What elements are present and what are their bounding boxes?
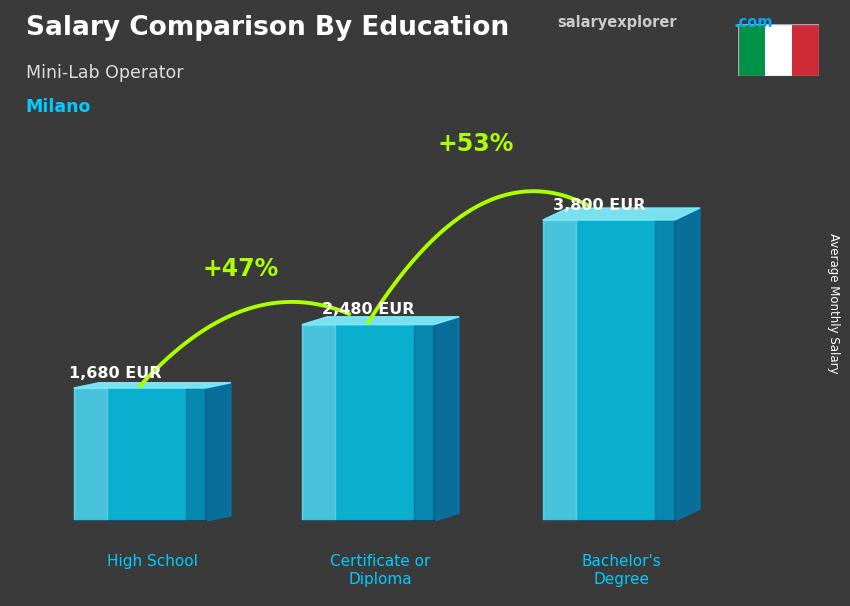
Polygon shape xyxy=(186,388,206,521)
Polygon shape xyxy=(675,208,700,521)
Polygon shape xyxy=(302,317,459,325)
Text: 2,480 EUR: 2,480 EUR xyxy=(322,302,415,318)
Text: +47%: +47% xyxy=(203,257,279,281)
Text: salaryexplorer: salaryexplorer xyxy=(557,15,677,30)
Text: Bachelor's
Degree: Bachelor's Degree xyxy=(581,554,661,587)
Bar xyxy=(765,24,791,76)
Polygon shape xyxy=(654,220,675,521)
Text: Milano: Milano xyxy=(26,98,91,116)
Polygon shape xyxy=(434,317,459,521)
Polygon shape xyxy=(74,388,206,521)
Polygon shape xyxy=(74,383,231,388)
Text: +53%: +53% xyxy=(438,132,513,156)
Polygon shape xyxy=(74,388,106,521)
Text: High School: High School xyxy=(107,554,198,570)
Polygon shape xyxy=(543,220,675,521)
Text: 1,680 EUR: 1,680 EUR xyxy=(69,366,162,381)
Text: Salary Comparison By Education: Salary Comparison By Education xyxy=(26,15,508,41)
Polygon shape xyxy=(206,383,231,521)
Text: 3,800 EUR: 3,800 EUR xyxy=(552,198,645,213)
Polygon shape xyxy=(302,325,335,521)
Polygon shape xyxy=(543,220,575,521)
Polygon shape xyxy=(302,325,434,521)
Bar xyxy=(738,24,765,76)
Polygon shape xyxy=(543,208,700,220)
Text: .com: .com xyxy=(734,15,773,30)
Text: Average Monthly Salary: Average Monthly Salary xyxy=(827,233,840,373)
Bar xyxy=(791,24,819,76)
Text: Mini-Lab Operator: Mini-Lab Operator xyxy=(26,64,183,82)
Text: Certificate or
Diploma: Certificate or Diploma xyxy=(331,554,431,587)
Polygon shape xyxy=(414,325,434,521)
